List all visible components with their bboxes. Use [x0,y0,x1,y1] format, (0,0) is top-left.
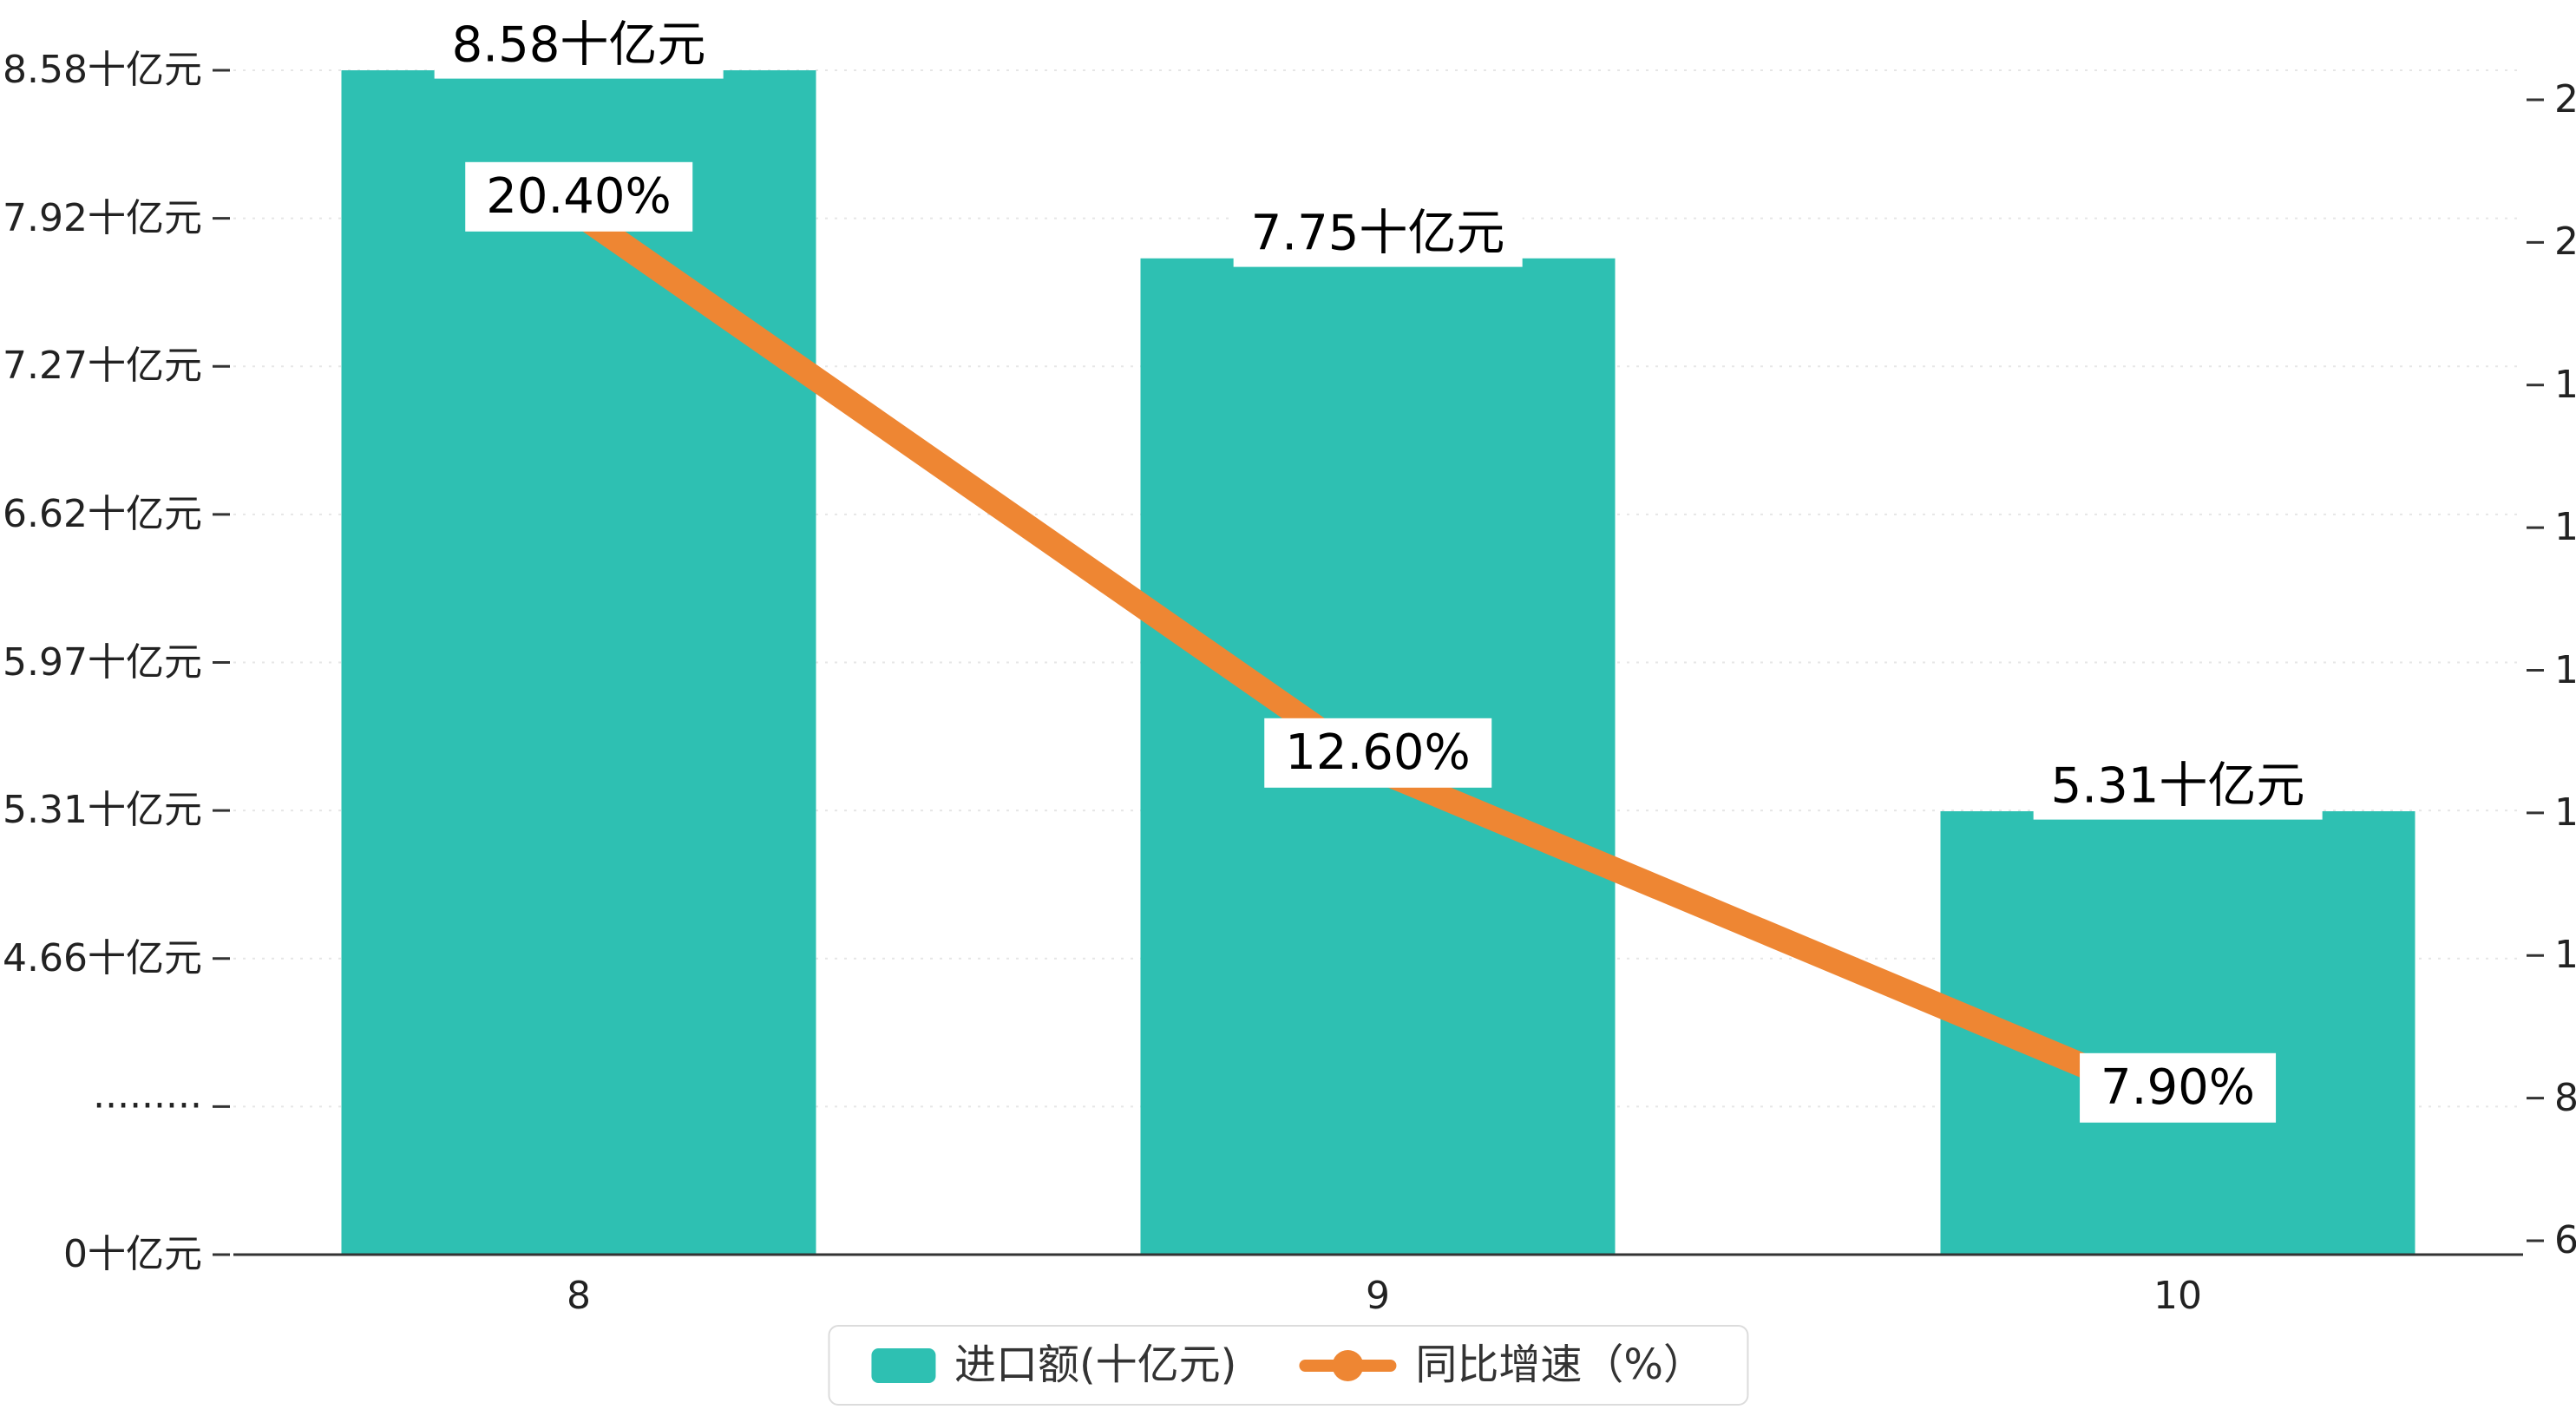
line-point[interactable] [2166,1092,2190,1118]
line-swatch-icon [1299,1348,1397,1383]
legend-item-growth[interactable]: 同比增速（%） [1299,1342,1705,1388]
bar[interactable] [341,70,816,1255]
line-point[interactable] [567,201,591,226]
bar-swatch-icon [870,1347,935,1383]
legend-label-imports: 进口额(十亿元) [954,1341,1237,1390]
line-swatch-dot-icon [1332,1349,1364,1381]
legend: 进口额(十亿元) 同比增速（%） [827,1325,1749,1406]
legend-label-growth: 同比增速（%） [1415,1341,1706,1390]
line-point[interactable] [1366,757,1390,783]
legend-item-imports[interactable]: 进口额(十亿元) [870,1341,1237,1390]
